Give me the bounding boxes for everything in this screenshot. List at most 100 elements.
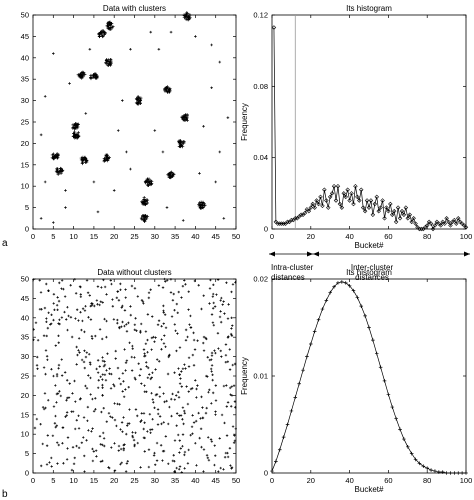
scatter-point bbox=[41, 405, 45, 409]
scatter-point bbox=[172, 454, 175, 457]
histogram-point bbox=[370, 212, 376, 217]
cluster-point bbox=[105, 156, 110, 160]
scatter-point bbox=[86, 405, 90, 409]
scatter-point bbox=[182, 422, 185, 426]
scatter-point bbox=[160, 325, 163, 328]
cluster-point bbox=[94, 76, 98, 80]
histogram-point bbox=[419, 226, 424, 232]
histogram-point bbox=[386, 208, 391, 214]
scatter-point bbox=[142, 427, 145, 431]
scatter-point bbox=[228, 447, 232, 450]
scatter-point bbox=[36, 367, 39, 370]
scatter-point bbox=[202, 349, 206, 352]
scatter-point bbox=[89, 318, 93, 321]
scatter-point bbox=[65, 458, 69, 461]
scatter-point bbox=[218, 315, 222, 319]
scatter-uniform-ytick-label: 20 bbox=[21, 391, 29, 400]
scatter-point bbox=[214, 413, 217, 416]
histogram-point bbox=[374, 351, 379, 356]
hist-uniform-xlabel: Bucket# bbox=[355, 485, 384, 494]
histogram-point bbox=[271, 25, 277, 30]
noise-point bbox=[226, 116, 230, 120]
scatter-point bbox=[179, 447, 183, 450]
scatter-point bbox=[141, 300, 145, 304]
cluster-point bbox=[142, 215, 147, 219]
scatter-point bbox=[210, 402, 213, 405]
scatter-point bbox=[140, 419, 143, 422]
scatter-point bbox=[163, 277, 166, 281]
cluster-point bbox=[142, 198, 146, 202]
scatter-point bbox=[116, 290, 119, 293]
scatter-point bbox=[146, 376, 150, 380]
cluster-point bbox=[145, 216, 149, 220]
annotation-inter: Inter-cluster distances bbox=[313, 251, 470, 282]
scatter-point bbox=[178, 346, 182, 349]
scatter-point bbox=[180, 370, 183, 373]
scatter-point bbox=[60, 358, 63, 361]
histogram-point bbox=[306, 208, 312, 214]
scatter-point bbox=[91, 427, 94, 430]
histogram-point bbox=[463, 224, 469, 230]
scatter-point bbox=[173, 323, 177, 326]
scatter-point bbox=[75, 419, 79, 422]
scatter-point bbox=[67, 396, 71, 399]
scatter-point bbox=[167, 355, 170, 359]
scatter-point bbox=[100, 286, 103, 289]
scatter-point bbox=[162, 392, 165, 395]
cluster-point bbox=[102, 159, 106, 163]
scatter-point bbox=[192, 338, 196, 342]
histogram-point bbox=[411, 216, 416, 221]
scatter-uniform-xtick-label: 50 bbox=[232, 476, 240, 485]
hist-uniform-markers bbox=[270, 280, 468, 475]
scatter-point bbox=[101, 386, 104, 389]
cluster-point bbox=[77, 74, 81, 78]
scatter-point bbox=[124, 388, 127, 391]
scatter-uniform-title: Data without clusters bbox=[97, 268, 171, 277]
histogram-point bbox=[430, 226, 436, 232]
noise-point bbox=[181, 219, 185, 222]
scatter-point bbox=[148, 428, 152, 432]
scatter-point bbox=[122, 380, 125, 383]
scatter-point bbox=[189, 314, 192, 318]
histogram-point bbox=[298, 212, 304, 217]
cluster-point bbox=[79, 156, 83, 160]
scatter-point bbox=[75, 345, 78, 349]
scatter-point bbox=[39, 464, 43, 468]
scatter-point bbox=[167, 462, 170, 466]
scatter-point bbox=[58, 390, 61, 393]
scatter-point bbox=[142, 436, 146, 439]
scatter-point bbox=[117, 444, 121, 448]
noise-point bbox=[198, 172, 201, 175]
scatter-point bbox=[83, 349, 86, 352]
noise-point bbox=[222, 217, 226, 220]
scatter-point bbox=[173, 308, 176, 312]
scatter-point bbox=[113, 442, 116, 445]
scatter-point bbox=[153, 463, 157, 466]
scatter-point bbox=[170, 414, 173, 418]
scatter-point bbox=[202, 294, 205, 297]
scatter-point bbox=[189, 326, 193, 329]
scatter-uniform-ytick-label: 35 bbox=[21, 333, 29, 342]
scatter-point bbox=[179, 377, 182, 380]
cluster-point bbox=[97, 32, 101, 37]
histogram-point bbox=[359, 187, 364, 192]
histogram-point bbox=[337, 201, 343, 207]
histogram-point bbox=[351, 201, 356, 207]
histogram-point bbox=[275, 221, 281, 226]
scatter-point bbox=[139, 466, 142, 469]
scatter-point bbox=[158, 360, 161, 363]
scatter-uniform-ytick-label: 10 bbox=[21, 430, 29, 439]
scatter-point bbox=[181, 433, 185, 436]
scatter-point bbox=[201, 406, 204, 409]
scatter-point bbox=[95, 299, 99, 302]
scatter-point bbox=[33, 426, 37, 430]
scatter-clusters-points bbox=[39, 11, 230, 224]
scatter-point bbox=[152, 335, 155, 339]
scatter-point bbox=[202, 470, 205, 473]
scatter-point bbox=[169, 278, 173, 281]
scatter-point bbox=[85, 386, 89, 390]
scatter-point bbox=[191, 414, 194, 417]
scatter-point bbox=[63, 295, 67, 298]
scatter-point bbox=[84, 384, 87, 388]
histogram-point bbox=[333, 198, 339, 203]
